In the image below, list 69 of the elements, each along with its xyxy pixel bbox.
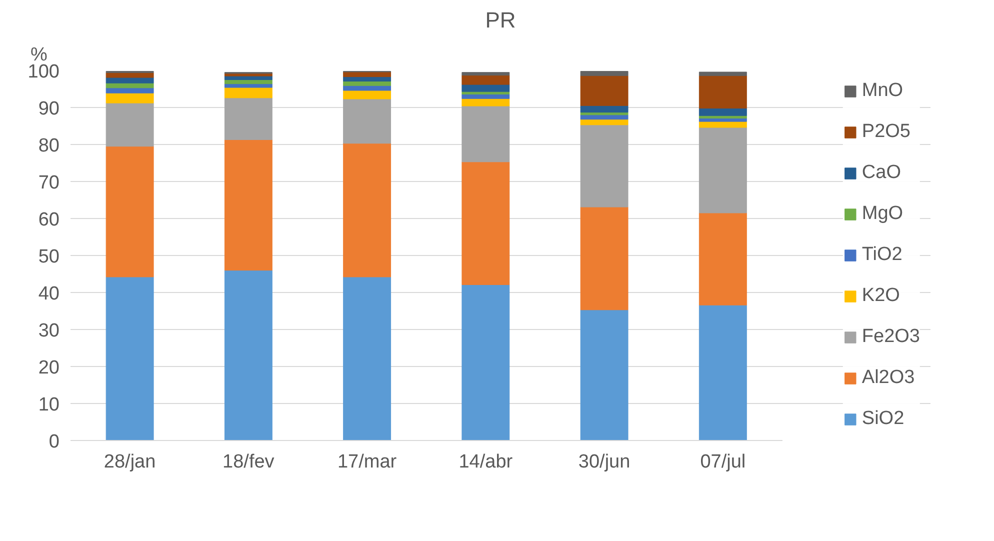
legend-label: P2O5: [862, 121, 910, 143]
legend-label: K2O: [862, 285, 900, 307]
bar: [462, 94, 510, 99]
bar: [106, 146, 154, 278]
x-tick-label: 28/jan: [104, 452, 156, 472]
legend-label: SiO2: [862, 408, 904, 430]
y-tick-label: 60: [38, 210, 60, 230]
bar: [343, 276, 392, 440]
bar: [698, 127, 747, 214]
x-tick-label: 18/fev: [222, 452, 275, 472]
y-tick-label: 90: [38, 98, 60, 120]
bar: [106, 77, 154, 84]
y-tick-label: 0: [48, 432, 60, 452]
y-tick-label: 50: [38, 246, 60, 268]
bar: [106, 72, 154, 78]
bar: [462, 98, 510, 106]
bar: [224, 84, 272, 88]
bar: [580, 124, 628, 208]
bar: [343, 90, 392, 100]
bar: [580, 114, 628, 120]
y-tick-label: 10: [38, 394, 60, 416]
bar: [698, 75, 747, 108]
bar: [462, 284, 510, 440]
chart-title: PR: [485, 8, 516, 32]
bar: [106, 102, 154, 147]
legend-label: CaO: [862, 162, 901, 184]
bar: [224, 270, 272, 440]
legend-label: MnO: [862, 80, 904, 102]
bar: [580, 70, 628, 76]
bar: [698, 108, 747, 116]
bar: [343, 143, 392, 278]
bar: [580, 105, 628, 113]
y-tick-label: 40: [38, 284, 60, 304]
bar: [224, 98, 272, 140]
bar: [580, 119, 628, 126]
bar: [106, 276, 154, 440]
y-tick-label: 30: [38, 320, 60, 342]
x-tick-label: 17/mar: [337, 452, 398, 472]
legend-label: MgO: [862, 203, 904, 225]
bar: [224, 139, 272, 271]
bar: [106, 92, 154, 104]
legend-label: Al2O3: [862, 367, 915, 389]
y-tick-label: 80: [38, 136, 60, 156]
bar: [462, 72, 510, 76]
x-tick-label: 14/abr: [458, 452, 514, 472]
bar: [698, 72, 747, 76]
legend-label: TiO2: [862, 244, 902, 266]
bar: [462, 75, 510, 85]
bar: [698, 304, 747, 440]
bar: [462, 106, 510, 162]
bar: [106, 88, 154, 94]
bar: [698, 118, 747, 122]
bar: [580, 75, 628, 106]
legend-label: Fe2O3: [862, 326, 920, 348]
bar: [343, 80, 392, 86]
bar: [224, 87, 272, 98]
bar: [462, 162, 510, 285]
bar: [462, 84, 510, 92]
bar: [580, 310, 628, 440]
bar: [698, 121, 747, 128]
bar: [698, 212, 747, 306]
x-tick-label: 07/jul: [700, 452, 746, 472]
x-tick-label: 30/jun: [578, 452, 630, 472]
y-tick-label: 70: [38, 172, 60, 194]
bar: [580, 206, 628, 310]
y-tick-label: 20: [38, 358, 60, 378]
bar: [343, 98, 392, 144]
bar: [343, 85, 392, 91]
bar: [343, 76, 392, 82]
